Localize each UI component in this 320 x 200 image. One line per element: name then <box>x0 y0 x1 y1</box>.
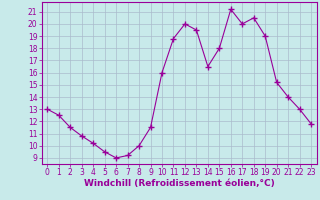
X-axis label: Windchill (Refroidissement éolien,°C): Windchill (Refroidissement éolien,°C) <box>84 179 275 188</box>
